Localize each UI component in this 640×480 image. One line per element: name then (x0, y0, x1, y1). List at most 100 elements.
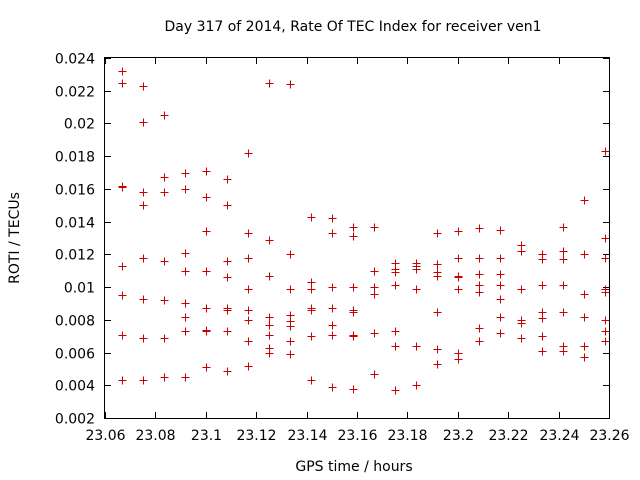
data-point (496, 281, 505, 290)
data-point (475, 288, 484, 297)
data-point (139, 376, 148, 385)
data-point (202, 304, 211, 313)
data-point (580, 313, 589, 322)
data-point (202, 167, 211, 176)
data-point (454, 254, 463, 263)
y-tick-label: 0.006 (55, 347, 95, 363)
x-tick-label: 23.14 (287, 428, 327, 444)
data-point (433, 272, 442, 281)
data-point (412, 342, 421, 351)
data-point (517, 247, 526, 256)
data-point (601, 337, 610, 346)
data-point (181, 249, 190, 258)
y-tick-label: 0.01 (64, 281, 95, 297)
data-point (307, 332, 316, 341)
data-point (286, 250, 295, 259)
data-point (433, 229, 442, 238)
data-point (580, 290, 589, 299)
data-point (307, 376, 316, 385)
x-tick-label: 23.2 (443, 428, 474, 444)
data-point (391, 268, 400, 277)
data-point (601, 288, 610, 297)
data-point (475, 324, 484, 333)
data-point (391, 281, 400, 290)
y-tick-label: 0.008 (55, 314, 95, 330)
data-point (475, 337, 484, 346)
data-point (139, 201, 148, 210)
data-point (517, 319, 526, 328)
data-point (139, 188, 148, 197)
data-point (181, 313, 190, 322)
data-point (580, 342, 589, 351)
data-point (160, 173, 169, 182)
data-point (265, 79, 274, 88)
data-point (328, 331, 337, 340)
x-tick-label: 23.06 (85, 428, 125, 444)
data-point (559, 247, 568, 256)
data-point (349, 223, 358, 232)
data-point (265, 272, 274, 281)
data-point (265, 236, 274, 245)
ticks-layer: 23.06 23.08 23.1 23.12 23.14 23.16 23.18 23.2 23… (55, 52, 630, 445)
data-point (202, 363, 211, 372)
data-point (538, 281, 547, 290)
data-point (496, 329, 505, 338)
data-point (328, 214, 337, 223)
data-point (328, 383, 337, 392)
data-point (601, 327, 610, 336)
data-point (370, 290, 379, 299)
data-point (412, 285, 421, 294)
data-point (601, 147, 610, 156)
data-point (118, 79, 127, 88)
data-point (496, 254, 505, 263)
data-point (601, 316, 610, 325)
data-point (412, 381, 421, 390)
y-tick-label: 0.004 (55, 379, 95, 395)
data-point (433, 345, 442, 354)
data-point (391, 327, 400, 336)
y-tick-label: 0.016 (55, 183, 95, 199)
x-tick-label: 23.26 (589, 428, 629, 444)
data-point (391, 342, 400, 351)
data-point (265, 349, 274, 358)
data-point (202, 267, 211, 276)
y-tick-label: 0.022 (55, 85, 95, 101)
data-point (286, 80, 295, 89)
data-point (559, 223, 568, 232)
y-tick-label: 0.002 (55, 412, 95, 428)
data-point (286, 350, 295, 359)
data-point (223, 327, 232, 336)
data-point (433, 260, 442, 269)
plot-frame (104, 57, 610, 419)
data-point (475, 281, 484, 290)
data-point (244, 337, 253, 346)
data-point (223, 367, 232, 376)
data-point (118, 331, 127, 340)
y-tick-label: 0.024 (55, 52, 95, 68)
data-point (370, 267, 379, 276)
data-point (433, 360, 442, 369)
data-point (286, 285, 295, 294)
data-point (118, 262, 127, 271)
data-point (160, 188, 169, 197)
data-point (181, 185, 190, 194)
data-point (538, 255, 547, 264)
y-tick-label: 0.018 (55, 150, 95, 166)
data-point (223, 273, 232, 282)
data-point (160, 334, 169, 343)
y-axis-label: ROTI / TECUs (7, 192, 23, 284)
data-point (538, 314, 547, 323)
data-point (517, 334, 526, 343)
data-point (370, 370, 379, 379)
y-tick-label: 0.012 (55, 248, 95, 264)
data-point (160, 257, 169, 266)
data-point (349, 332, 358, 341)
data-point (223, 306, 232, 315)
data-point (559, 281, 568, 290)
data-point (118, 183, 127, 192)
data-point (244, 306, 253, 315)
data-point (118, 291, 127, 300)
data-point (181, 373, 190, 382)
data-point (181, 169, 190, 178)
